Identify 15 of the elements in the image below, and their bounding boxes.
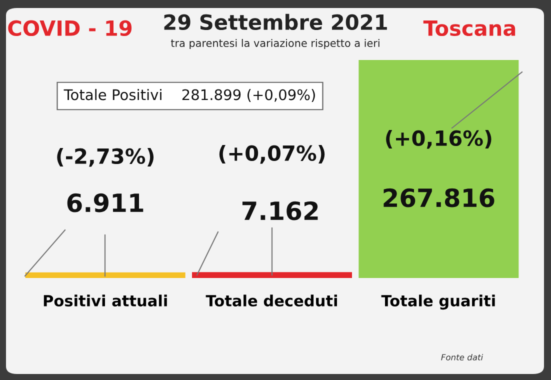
data-label: 6.911	[67, 193, 144, 212]
x-tick-label: Totale deceduti	[206, 294, 337, 306]
data-label: 7.162	[242, 201, 318, 220]
annotation: (+0,07%)	[219, 144, 325, 164]
x-tick-label: Positivi attuali	[44, 294, 167, 306]
annotation: Totale Positivi 281.899 (+0,09%)	[64, 88, 315, 102]
data-label: 267.816	[384, 188, 494, 208]
text: Toscana	[423, 20, 516, 36]
x-tick-label: Totale guariti	[381, 294, 495, 310]
source-note: Fonte dati	[441, 354, 484, 360]
text: COVID - 19	[8, 20, 132, 36]
chart-subtitle: tra parentesi la variazione rispetto a ieri	[170, 38, 380, 50]
annotation: (-2,73%)	[57, 148, 154, 167]
chart-title: 29 Settembre 2021	[164, 14, 387, 30]
annotation: (+0,16%)	[386, 130, 492, 149]
